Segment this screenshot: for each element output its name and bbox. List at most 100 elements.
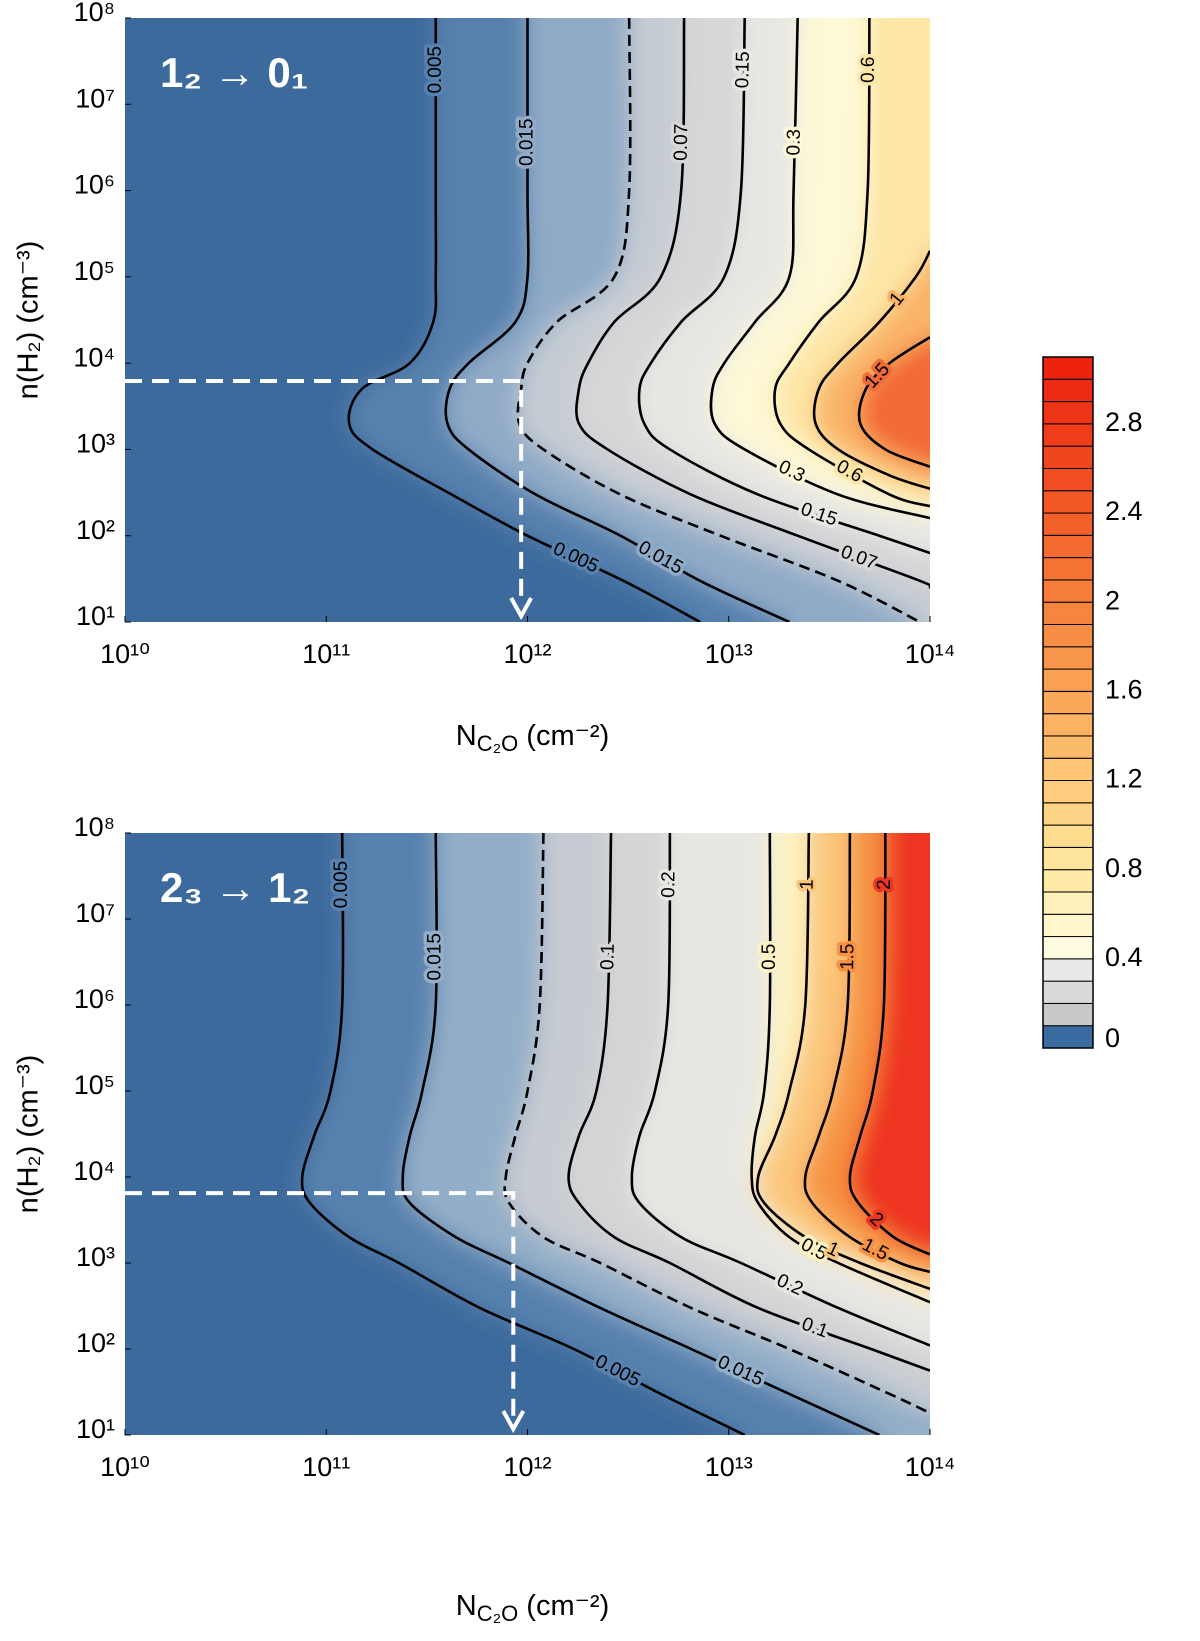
contour-label: 0.005 <box>425 46 446 94</box>
colorbar-band <box>1042 891 1094 915</box>
contour-label: 2 <box>874 879 895 890</box>
x-tick-label: 10¹⁰ <box>100 639 150 669</box>
colorbar-tick-label: 0.4 <box>1105 942 1143 972</box>
y-tick-label: 10³ <box>76 429 115 459</box>
x-axis-label-part: N <box>456 720 477 752</box>
contour-line <box>848 833 930 1256</box>
y-axis-label: n(H₂) (cm⁻³) <box>13 241 45 400</box>
guide-line <box>125 1191 516 1419</box>
contour-line <box>401 833 880 1435</box>
colorbar-tick-label: 0 <box>1105 1023 1120 1053</box>
contour-line <box>773 18 930 508</box>
colorbar-band <box>1042 713 1094 737</box>
x-tick-label: 10¹⁴ <box>905 639 956 669</box>
contour-lines <box>347 18 930 622</box>
y-tick-label: 10¹ <box>76 1414 115 1444</box>
colorbar-band <box>1042 846 1094 871</box>
colorbar-frame <box>1042 356 1094 1049</box>
heatmap <box>125 833 930 1435</box>
panel-label: 2₃ → 1₂ <box>160 864 310 911</box>
contour-line <box>567 833 930 1372</box>
guide-arrow <box>509 597 533 621</box>
contour-line <box>347 18 701 622</box>
x-tick-label: 10¹³ <box>705 1452 753 1482</box>
contour-label: 1 <box>797 879 818 890</box>
x-tick-label: 10¹⁰ <box>100 1452 150 1482</box>
y-tick-label: 10⁵ <box>74 256 115 286</box>
y-tick-label: 10³ <box>76 1242 115 1272</box>
x-tick-label: 10¹² <box>503 1452 551 1482</box>
colorbar-tick-label: 2 <box>1105 585 1120 615</box>
colorbar-band <box>1042 401 1094 425</box>
colorbar-band <box>1042 802 1094 826</box>
x-axis-label-part: (cm⁻²) <box>518 1590 609 1622</box>
contour-line <box>300 833 746 1435</box>
colorbar-band <box>1042 512 1094 536</box>
contour-line <box>755 833 930 1291</box>
colorbar-tick-label: 1.6 <box>1105 674 1143 704</box>
heatmap-blur <box>125 833 930 1435</box>
contour-label: 0.15 <box>732 51 754 88</box>
contour-line <box>857 336 930 468</box>
contour-label: 0.2 <box>658 871 679 898</box>
contour-line <box>444 18 790 622</box>
x-axis-label: NC₂O (cm⁻²) <box>456 720 610 756</box>
colorbar-band <box>1042 557 1094 581</box>
colorbar-band <box>1042 423 1094 447</box>
contour-lines <box>300 833 930 1435</box>
colorbar-band <box>1042 735 1094 759</box>
contour-line <box>750 833 930 1304</box>
colorbar-band <box>1042 936 1094 960</box>
colorbar-band <box>1042 445 1094 469</box>
guide-line <box>125 379 524 606</box>
panel-label: 1₂ → 0₁ <box>160 49 308 96</box>
colorbar-band <box>1042 579 1094 603</box>
colorbar-band <box>1042 958 1094 982</box>
y-tick-label: 10² <box>76 1328 115 1358</box>
y-tick-label: 10⁷ <box>75 898 115 928</box>
x-axis-label-part: C₂O <box>477 731 519 756</box>
colorbar-tick-label: 2.4 <box>1105 496 1143 526</box>
contour-line <box>709 18 930 520</box>
colorbar-band <box>1042 913 1094 938</box>
x-axis-label-part: C₂O <box>477 1601 519 1626</box>
y-tick-label: 10² <box>76 515 115 545</box>
contour-region <box>849 833 930 1255</box>
x-tick-label: 10¹¹ <box>302 639 350 669</box>
x-axis-label-part: (cm⁻²) <box>518 720 609 752</box>
y-tick-label: 10⁴ <box>73 342 115 372</box>
contour-line <box>503 833 930 1415</box>
contour-line <box>575 18 930 589</box>
y-tick-label: 10⁶ <box>74 984 115 1014</box>
y-tick-label: 10⁸ <box>74 812 115 842</box>
contour-line <box>516 18 921 622</box>
contour-line <box>812 250 930 491</box>
colorbar-band <box>1042 490 1094 514</box>
colorbar-band <box>1042 869 1094 893</box>
colorbar-tick-label: 2.8 <box>1105 407 1143 437</box>
contour-region <box>859 337 930 467</box>
x-axis-label-part: N <box>456 1590 477 1622</box>
contour-label: 0.3 <box>783 129 805 156</box>
x-tick-label: 10¹³ <box>705 639 753 669</box>
y-tick-label: 10⁶ <box>74 170 115 200</box>
contour-label: 0.6 <box>858 56 879 83</box>
colorbar-band <box>1042 668 1094 692</box>
contour-label: 0.5 <box>759 944 780 970</box>
colorbar-tick-label: 0.8 <box>1105 853 1143 883</box>
colorbar-tick-label: 1.2 <box>1105 764 1143 794</box>
colorbar-band <box>1042 378 1094 403</box>
colorbar-band <box>1042 980 1094 1004</box>
colorbar-band <box>1042 646 1094 670</box>
contour-label: 0.015 <box>425 933 446 981</box>
x-tick-label: 10¹¹ <box>302 1452 350 1482</box>
x-axis-label: NC₂O (cm⁻²) <box>456 1590 610 1626</box>
contour-line <box>637 18 930 555</box>
colorbar-band <box>1042 757 1094 782</box>
guide-arrow <box>501 1410 526 1434</box>
colorbar-band <box>1042 1025 1094 1049</box>
colorbar-band <box>1042 690 1094 715</box>
colorbar-band <box>1042 467 1094 492</box>
colorbar-band <box>1042 356 1094 380</box>
